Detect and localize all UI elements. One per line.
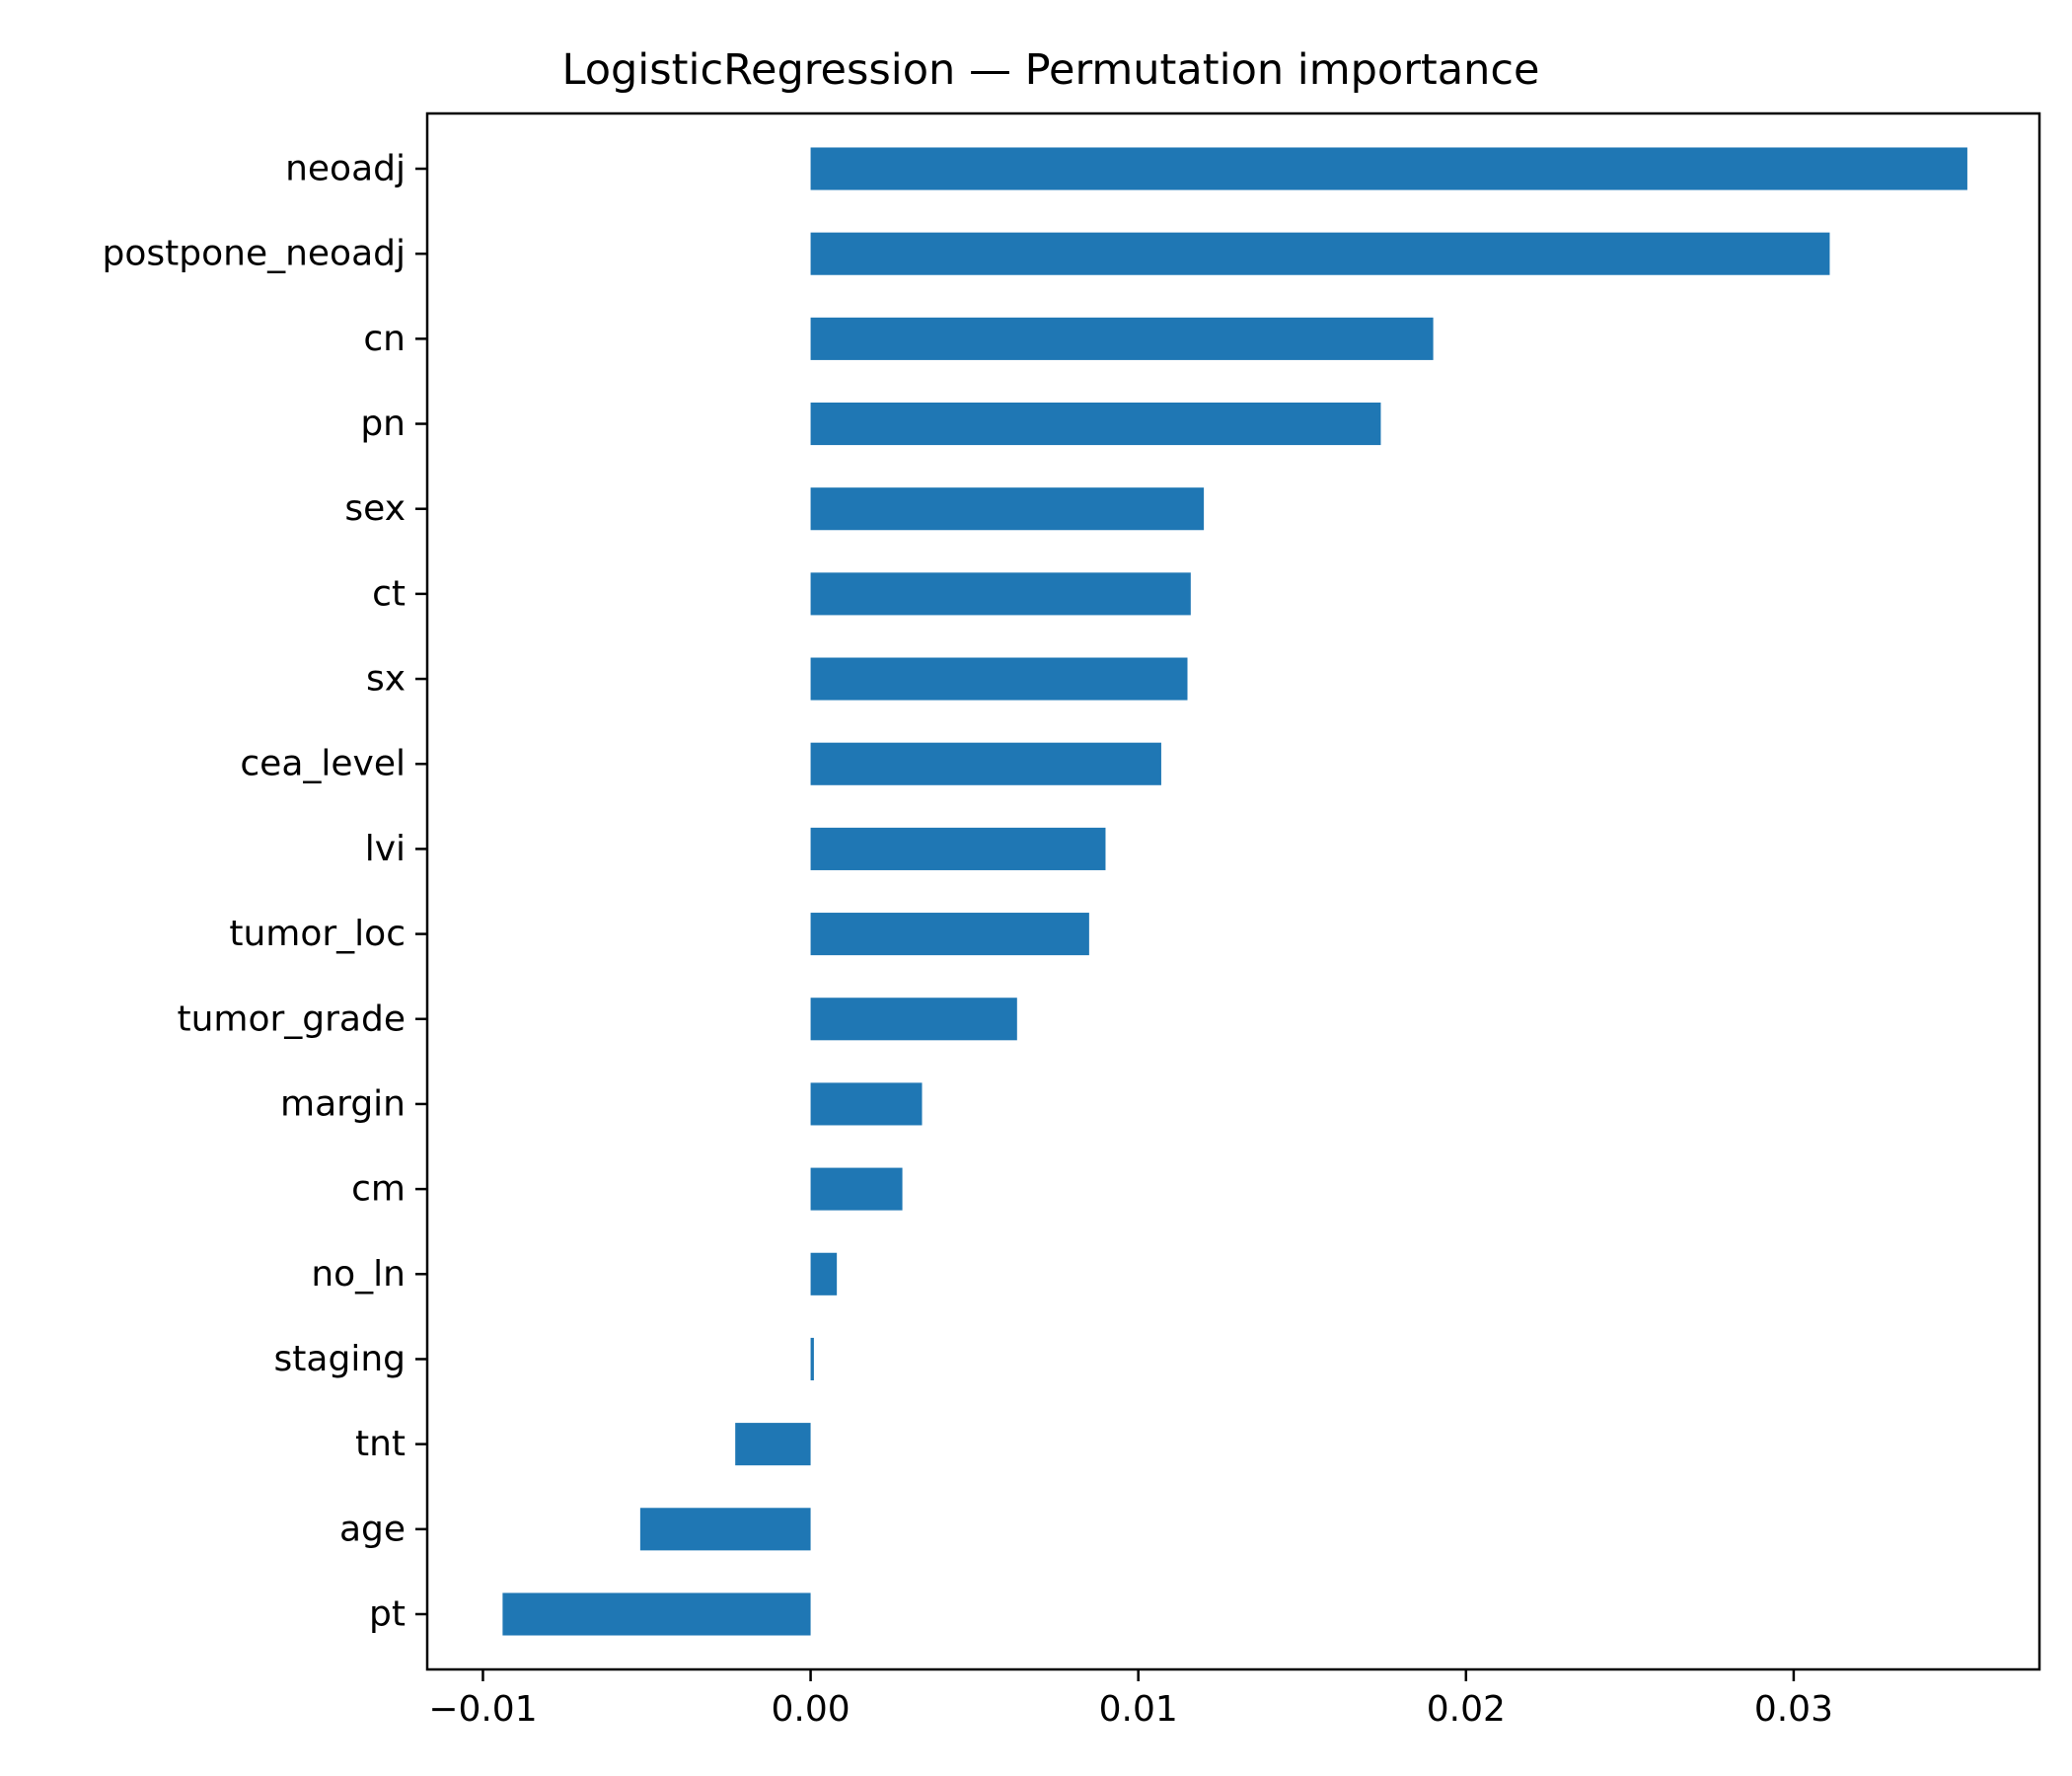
y-tick-label-tnt: tnt xyxy=(355,1424,406,1464)
y-tick-label-margin: margin xyxy=(280,1083,406,1124)
y-tick-label-staging: staging xyxy=(274,1339,406,1379)
bar-postpone_neoadj xyxy=(810,232,1830,275)
x-tick-label: 0.00 xyxy=(771,1689,850,1730)
bar-staging xyxy=(810,1337,814,1381)
x-tick-label: 0.01 xyxy=(1099,1689,1178,1730)
y-tick-label-age: age xyxy=(339,1509,406,1549)
y-tick-label-cn: cn xyxy=(363,319,406,359)
bars-layer xyxy=(502,147,1967,1636)
y-tick-label-cea_level: cea_level xyxy=(240,744,406,784)
bar-cm xyxy=(810,1167,903,1211)
bar-cea_level xyxy=(810,742,1161,785)
bar-age xyxy=(639,1508,811,1551)
x-axis: −0.01 0.00 0.01 0.02 0.03 xyxy=(428,1669,1833,1730)
y-tick-label-tumor_grade: tumor_grade xyxy=(177,999,406,1039)
x-tick-label: −0.01 xyxy=(428,1689,537,1730)
bar-tnt xyxy=(735,1423,811,1466)
x-tick-label: 0.03 xyxy=(1754,1689,1833,1730)
y-tick-label-ct: ct xyxy=(372,573,406,614)
chart-title: LogisticRegression — Permutation importa… xyxy=(562,45,1540,95)
y-tick-label-pn: pn xyxy=(360,404,406,444)
bar-ct xyxy=(810,572,1191,616)
plot-frame xyxy=(425,111,2041,1671)
bar-tumor_grade xyxy=(810,998,1017,1041)
y-tick-label-sx: sx xyxy=(366,659,406,700)
bar-neoadj xyxy=(810,147,1967,190)
bar-cn xyxy=(810,317,1434,360)
x-tick-label: 0.02 xyxy=(1427,1689,1506,1730)
bar-sx xyxy=(810,657,1188,701)
bar-margin xyxy=(810,1082,923,1126)
bar-pt xyxy=(502,1592,811,1636)
bar-sex xyxy=(810,487,1205,531)
bar-lvi xyxy=(810,827,1106,870)
y-tick-label-no_ln: no_ln xyxy=(311,1254,406,1295)
y-tick-label-neoadj: neoadj xyxy=(285,149,406,189)
bar-tumor_loc xyxy=(810,913,1089,956)
y-tick-label-tumor_loc: tumor_loc xyxy=(229,914,406,954)
y-tick-label-pt: pt xyxy=(369,1593,406,1634)
bar-no_ln xyxy=(810,1252,838,1295)
y-tick-label-cm: cm xyxy=(351,1169,406,1210)
bar-pn xyxy=(810,402,1381,446)
y-tick-label-lvi: lvi xyxy=(365,829,406,869)
y-tick-label-postpone_neoadj: postpone_neoadj xyxy=(103,234,407,274)
y-tick-label-sex: sex xyxy=(344,488,406,529)
